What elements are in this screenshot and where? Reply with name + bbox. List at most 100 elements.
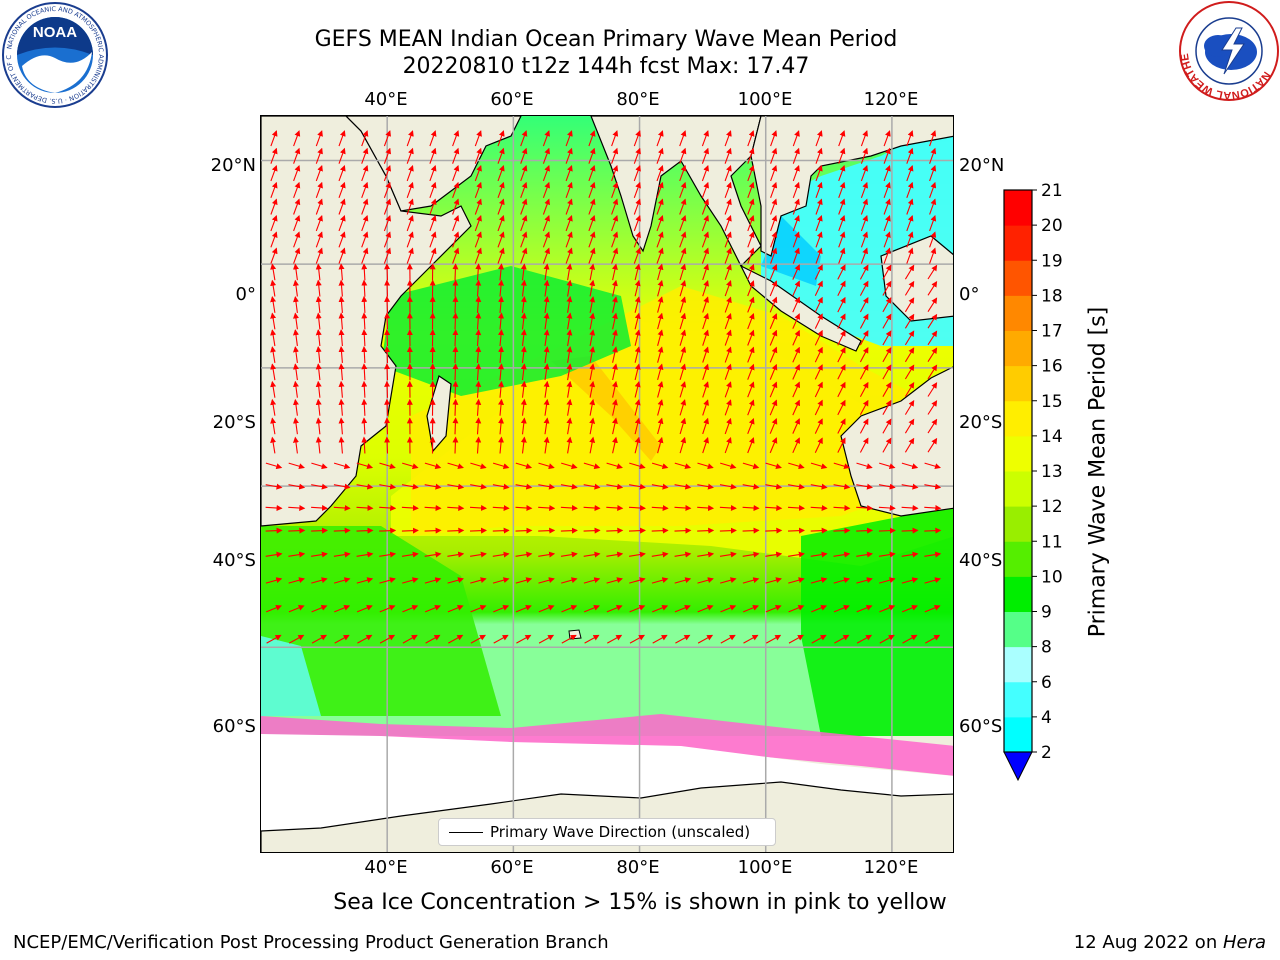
wave-direction-arrow [384,279,391,297]
wave-direction-arrow [724,399,732,416]
wave-direction-arrow [628,527,646,534]
ocean-zone-southern-green-west [261,526,501,716]
wave-direction-arrow [538,604,555,613]
wave-direction-arrow [765,604,782,613]
wave-direction-arrow [742,527,760,534]
wave-direction-arrow [634,399,641,416]
wave-direction-arrow [652,604,669,613]
wave-direction-arrow [747,399,755,416]
wave-direction-arrow [288,462,305,470]
colorbar-tick-label: 17 [1041,322,1063,342]
wave-direction-arrow [629,462,646,470]
wave-direction-arrow [788,634,804,644]
wave-direction-arrow [657,363,664,381]
wave-direction-arrow [697,604,714,613]
wave-direction-arrow [588,198,596,215]
wave-direction-arrow [878,551,896,558]
wave-direction-arrow [765,462,782,470]
wave-direction-arrow [719,504,737,511]
wave-direction-arrow [515,527,533,534]
wave-direction-arrow [270,247,278,264]
wave-direction-arrow [770,198,778,215]
wave-direction-arrow [859,297,869,313]
wave-direction-arrow [724,214,732,232]
wave-direction-arrow [583,577,601,584]
wave-direction-arrow [383,147,391,164]
wave-direction-arrow [288,527,306,534]
ocean-zone-orange-band [551,356,661,461]
wave-direction-arrow [747,381,755,398]
wave-direction-arrow [724,381,732,398]
wave-direction-arrow [634,381,641,398]
wave-direction-arrow [742,483,760,490]
wave-direction-arrow [856,504,874,511]
wave-direction-arrow [815,231,823,248]
wave-direction-arrow [838,247,846,264]
wave-direction-arrow [498,329,505,347]
bottom-lon-tick: 100°E [737,857,793,878]
wave-direction-arrow [493,604,510,613]
wave-direction-arrow [679,214,687,232]
wave-direction-arrow [293,130,301,147]
wave-direction-arrow [724,417,732,435]
wave-direction-arrow [747,198,755,215]
wave-direction-arrow [927,264,938,280]
wave-direction-arrow [498,296,505,313]
wave-direction-arrow [838,130,846,147]
wave-direction-arrow [452,363,459,381]
wave-direction-arrow [470,483,487,490]
wave-direction-arrow [883,247,891,264]
wave-direction-arrow [788,462,805,470]
bottom-lon-tick: 60°E [490,857,534,878]
wave-direction-arrow [814,280,823,297]
wave-direction-arrow [447,527,465,534]
wave-direction-arrow [787,527,805,534]
wave-direction-arrow [311,462,328,470]
wave-direction-arrow [675,634,691,644]
wave-direction-arrow [588,130,596,147]
wave-direction-arrow [606,551,624,558]
wave-direction-arrow [837,280,846,296]
wave-direction-arrow [542,247,551,264]
right-lat-tick: 0° [959,284,980,305]
wave-direction-arrow [452,329,459,347]
wave-direction-arrow [538,504,556,511]
wave-direction-arrow [288,604,305,613]
wave-direction-arrow [265,527,283,534]
wave-direction-arrow [906,247,914,264]
wave-direction-arrow [424,462,442,470]
wave-direction-arrow [452,380,459,398]
wave-direction-arrow [859,347,869,363]
wave-direction-arrow [497,164,505,182]
wave-direction-arrow [515,604,532,613]
wave-direction-arrow [429,130,437,147]
wave-direction-arrow [815,181,823,198]
wave-direction-arrow [859,264,869,280]
wave-direction-arrow [929,130,937,147]
wave-direction-arrow [814,418,823,434]
wave-direction-arrow [474,247,482,264]
wave-direction-arrow [724,231,732,248]
wave-direction-arrow [629,634,645,644]
wave-direction-arrow [452,436,459,454]
wave-direction-arrow [379,483,397,490]
wave-direction-arrow [770,181,778,198]
wave-direction-arrow [566,296,573,313]
wave-direction-arrow [879,577,896,584]
wave-direction-arrow [611,164,619,182]
wave-direction-arrow [651,577,669,584]
wave-direction-arrow [882,264,892,280]
wave-direction-arrow [469,527,487,534]
wave-direction-arrow [925,634,941,644]
wave-direction-arrow [720,604,737,613]
wave-direction-arrow [674,462,692,470]
wave-direction-arrow [769,437,778,454]
wave-direction-arrow [904,437,915,453]
wave-direction-arrow [769,381,778,398]
wave-direction-arrow [837,437,846,453]
wave-direction-arrow [497,247,505,264]
wave-direction-arrow [837,330,846,346]
wave-direction-arrow [924,504,942,511]
colorbar-tick-label: 10 [1041,567,1063,587]
wave-direction-arrow [270,363,277,381]
